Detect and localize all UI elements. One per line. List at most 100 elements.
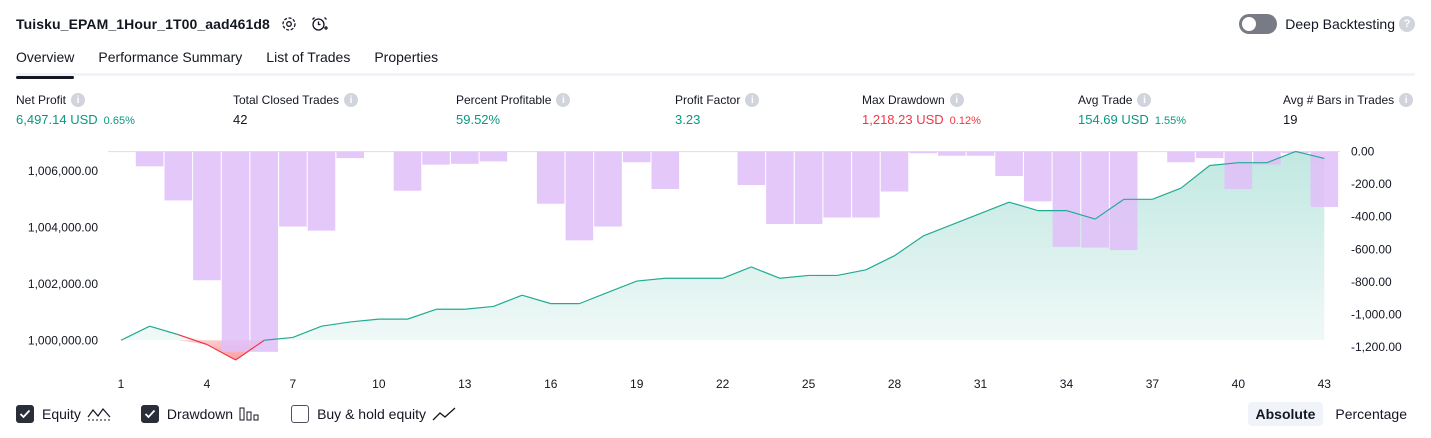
- legend-label: Equity: [42, 406, 81, 422]
- x-axis-tick: 16: [544, 377, 558, 391]
- help-icon[interactable]: ?: [1399, 16, 1415, 32]
- drawdown-bar: [594, 151, 622, 227]
- info-icon[interactable]: i: [71, 93, 86, 107]
- equity-line-segment: [1209, 162, 1239, 167]
- info-icon[interactable]: i: [1137, 93, 1152, 107]
- equity-line-segment: [350, 318, 379, 323]
- metric-percent-profitable: Percent Profitable i 59.52%: [456, 93, 571, 127]
- equity-line-segment: [951, 212, 981, 226]
- right-axis-tick: -800.00: [1351, 275, 1392, 289]
- metric-value: 3.23: [675, 112, 701, 127]
- percentage-button[interactable]: Percentage: [1335, 406, 1407, 422]
- x-axis-tick: 13: [458, 377, 472, 391]
- drawdown-bar: [536, 151, 565, 204]
- deep-backtesting-toggle[interactable]: [1239, 14, 1278, 34]
- metric-avg-bars: Avg # Bars in Trades i 19: [1283, 93, 1414, 127]
- right-axis-tick: -1,000.00: [1351, 307, 1402, 321]
- x-axis-tick: 25: [802, 377, 816, 391]
- drawdown-bar: [422, 151, 450, 165]
- equity-area: [121, 151, 1325, 341]
- deep-backtesting-label: Deep Backtesting: [1285, 16, 1395, 32]
- equity-line-segment: [1295, 150, 1325, 160]
- equity-line-segment: [321, 321, 351, 327]
- metrics-row: Net Profit i 6,497.14 USD 0.65% Total Clos…: [0, 93, 1431, 129]
- x-axis-tick: 10: [372, 377, 386, 391]
- metric-percent: 1.55%: [1154, 115, 1187, 127]
- drawdown-bar: [221, 151, 250, 352]
- left-axis-tick: 1,004,000.00: [28, 221, 98, 235]
- metric-profit-factor: Profit Factor i 3.23: [675, 93, 760, 127]
- metric-label: Total Closed Trades: [233, 93, 340, 107]
- drawdown-bar: [1109, 151, 1138, 251]
- drawdown-bar: [1253, 151, 1281, 165]
- drawdown-bar: [766, 151, 794, 225]
- drawdown-bar: [1052, 151, 1081, 247]
- metric-total-closed-trades: Total Closed Trades i 42: [233, 93, 359, 127]
- equity-checkbox[interactable]: [16, 405, 34, 423]
- legend-label: Drawdown: [166, 406, 234, 422]
- legend-equity[interactable]: Equity: [16, 405, 111, 423]
- metric-label: Percent Profitable: [456, 93, 552, 107]
- drawdown-bar: [794, 151, 823, 225]
- equity-line-segment: [407, 308, 437, 320]
- equity-line-segment: [1180, 165, 1211, 189]
- equity-line-segment: [149, 325, 179, 336]
- right-axis-tick: -1,200.00: [1351, 340, 1402, 354]
- equity-drawdown-chart[interactable]: 1,006,000.00 1,004,000.00 1,002,000.00 1,00…: [0, 140, 1431, 398]
- equity-line-segment: [1008, 201, 1038, 212]
- equity-line-segment: [922, 224, 953, 237]
- right-axis-tick: -400.00: [1351, 210, 1392, 224]
- legend-buy-hold-equity[interactable]: Buy & hold equity: [291, 405, 456, 423]
- right-axis-tick: -600.00: [1351, 242, 1392, 256]
- drawdown-bar: [622, 151, 651, 163]
- info-icon[interactable]: i: [745, 93, 760, 107]
- equity-line-segment: [607, 280, 637, 293]
- info-icon[interactable]: i: [949, 93, 964, 107]
- info-icon[interactable]: i: [556, 93, 571, 107]
- drawdown-bar: [651, 151, 680, 190]
- equity-line-icon: [87, 406, 111, 422]
- metric-label: Avg # Bars in Trades: [1283, 93, 1395, 107]
- drawdown-bar: [1281, 151, 1310, 154]
- x-axis-tick: 40: [1232, 377, 1246, 391]
- tab-properties[interactable]: Properties: [374, 49, 439, 65]
- metric-net-profit: Net Profit i 6,497.14 USD 0.65%: [16, 93, 135, 127]
- drawdown-bar: [966, 151, 995, 156]
- tab-list-of-trades[interactable]: List of Trades: [266, 49, 351, 65]
- equity-line-segment: [464, 305, 494, 310]
- absolute-button[interactable]: Absolute: [1247, 402, 1324, 426]
- equity-line-segment: [235, 339, 265, 361]
- x-axis-tick: 37: [1146, 377, 1160, 391]
- buy-hold-checkbox[interactable]: [291, 405, 310, 423]
- x-axis-tick: 22: [716, 377, 730, 391]
- right-axis-tick: -200.00: [1351, 177, 1392, 191]
- toggle-knob: [1242, 17, 1257, 31]
- tab-overview[interactable]: Overview: [16, 46, 75, 79]
- equity-line-segment: [292, 325, 322, 339]
- info-icon[interactable]: i: [1399, 93, 1414, 107]
- metric-percent: 0.65%: [103, 115, 135, 127]
- drawdown-bar: [307, 151, 336, 231]
- drawdown-bar: [336, 151, 364, 159]
- drawdown-bar: [193, 151, 221, 281]
- drawdown-checkbox[interactable]: [140, 405, 159, 423]
- metric-value: 42: [233, 112, 248, 127]
- drawdown-bar: [1224, 151, 1253, 190]
- metric-label: Profit Factor: [675, 93, 741, 107]
- equity-line-segment: [894, 235, 924, 257]
- info-icon[interactable]: i: [344, 93, 359, 107]
- legend-drawdown[interactable]: Drawdown: [140, 405, 261, 423]
- drawdown-bar: [565, 151, 594, 241]
- x-axis-tick: 19: [630, 377, 644, 391]
- metric-value: 59.52%: [456, 112, 501, 127]
- add-alert-icon[interactable]: [308, 13, 330, 35]
- drawdown-bar: [1024, 151, 1052, 202]
- settings-gear-icon[interactable]: [278, 13, 300, 35]
- drawdown-bar: [737, 151, 766, 186]
- equity-line-segment: [493, 294, 523, 308]
- equity-line-segment: [779, 274, 809, 279]
- x-axis-tick: 31: [974, 377, 988, 391]
- equity-line-segment: [120, 325, 150, 341]
- buy-hold-line-icon: [432, 406, 456, 422]
- tab-performance-summary[interactable]: Performance Summary: [98, 49, 243, 65]
